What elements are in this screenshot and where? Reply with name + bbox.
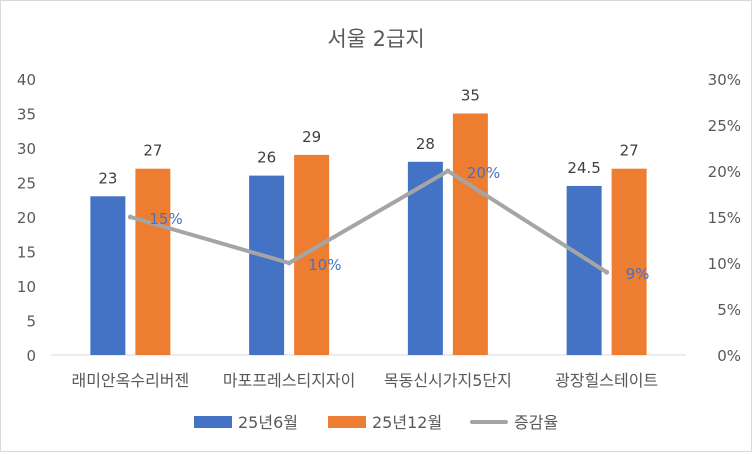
bar-data-label: 27 [620, 142, 639, 160]
bar-dec25 [135, 168, 171, 355]
y-right-tick-label: 30% [708, 71, 741, 89]
y-right-tick-label: 20% [708, 163, 741, 181]
y-right-tick-label: 10% [708, 255, 741, 273]
y-left-tick-label: 25 [17, 175, 36, 193]
line-point [604, 269, 610, 275]
bar-jun25 [566, 185, 602, 355]
y-left-tick-label: 0 [26, 347, 36, 365]
bar-data-label: 23 [98, 169, 117, 187]
line-point [286, 260, 292, 266]
legend-label: 증감율 [514, 413, 558, 432]
bar-data-label: 35 [461, 87, 480, 105]
y-right-tick-label: 0% [717, 347, 741, 365]
x-tick-label: 마포프레스티지자이 [223, 371, 355, 390]
chart-title: 서울 2급지 [327, 27, 424, 51]
bar-jun25 [90, 196, 126, 355]
y-right-tick-label: 25% [708, 117, 741, 135]
line-data-label: 15% [149, 210, 182, 228]
bar-data-label: 29 [302, 128, 321, 146]
y-left-tick-label: 5 [26, 313, 36, 331]
x-tick-label: 목동신시가지5단지 [384, 371, 512, 390]
bar-data-label: 26 [257, 149, 276, 167]
bar-jun25 [407, 161, 443, 355]
line-series-path [128, 169, 609, 275]
plot-area: 0 5 10 15 20 25 30 35 40 0% 5% 10% 15% 20% 25% 30% 23 27 래… [17, 71, 741, 390]
y-right-tick-label: 15% [708, 209, 741, 227]
y-left-tick-label: 40 [17, 71, 36, 89]
y-left-tick-label: 20 [17, 209, 36, 227]
legend: 25년6월 25년12월 증감율 [194, 413, 558, 432]
line-data-label: 9% [626, 265, 650, 283]
x-tick-label: 래미안옥수리버젠 [71, 371, 189, 390]
legend-label: 25년12월 [372, 413, 442, 432]
y-left-tick-label: 35 [17, 106, 36, 124]
y-right-tick-label: 5% [717, 301, 741, 319]
bar-jun25 [249, 175, 285, 355]
bar-dec25 [611, 168, 647, 355]
bar-dec25 [452, 113, 488, 355]
line-data-label: 10% [308, 256, 341, 274]
bar-data-label: 24.5 [567, 159, 600, 177]
y-left-tick-label: 30 [17, 140, 36, 158]
bar-data-label: 28 [416, 135, 435, 153]
line-point [445, 168, 451, 174]
x-tick-label: 광장힐스테이트 [555, 371, 658, 390]
y-left-tick-label: 10 [17, 278, 36, 296]
legend-swatch [194, 416, 232, 428]
y-left-tick-label: 15 [17, 244, 36, 262]
legend-swatch [328, 416, 366, 428]
bar-data-label: 27 [143, 142, 162, 160]
line-data-label: 20% [467, 164, 500, 182]
line-point [127, 214, 133, 220]
legend-label: 25년6월 [238, 413, 298, 432]
